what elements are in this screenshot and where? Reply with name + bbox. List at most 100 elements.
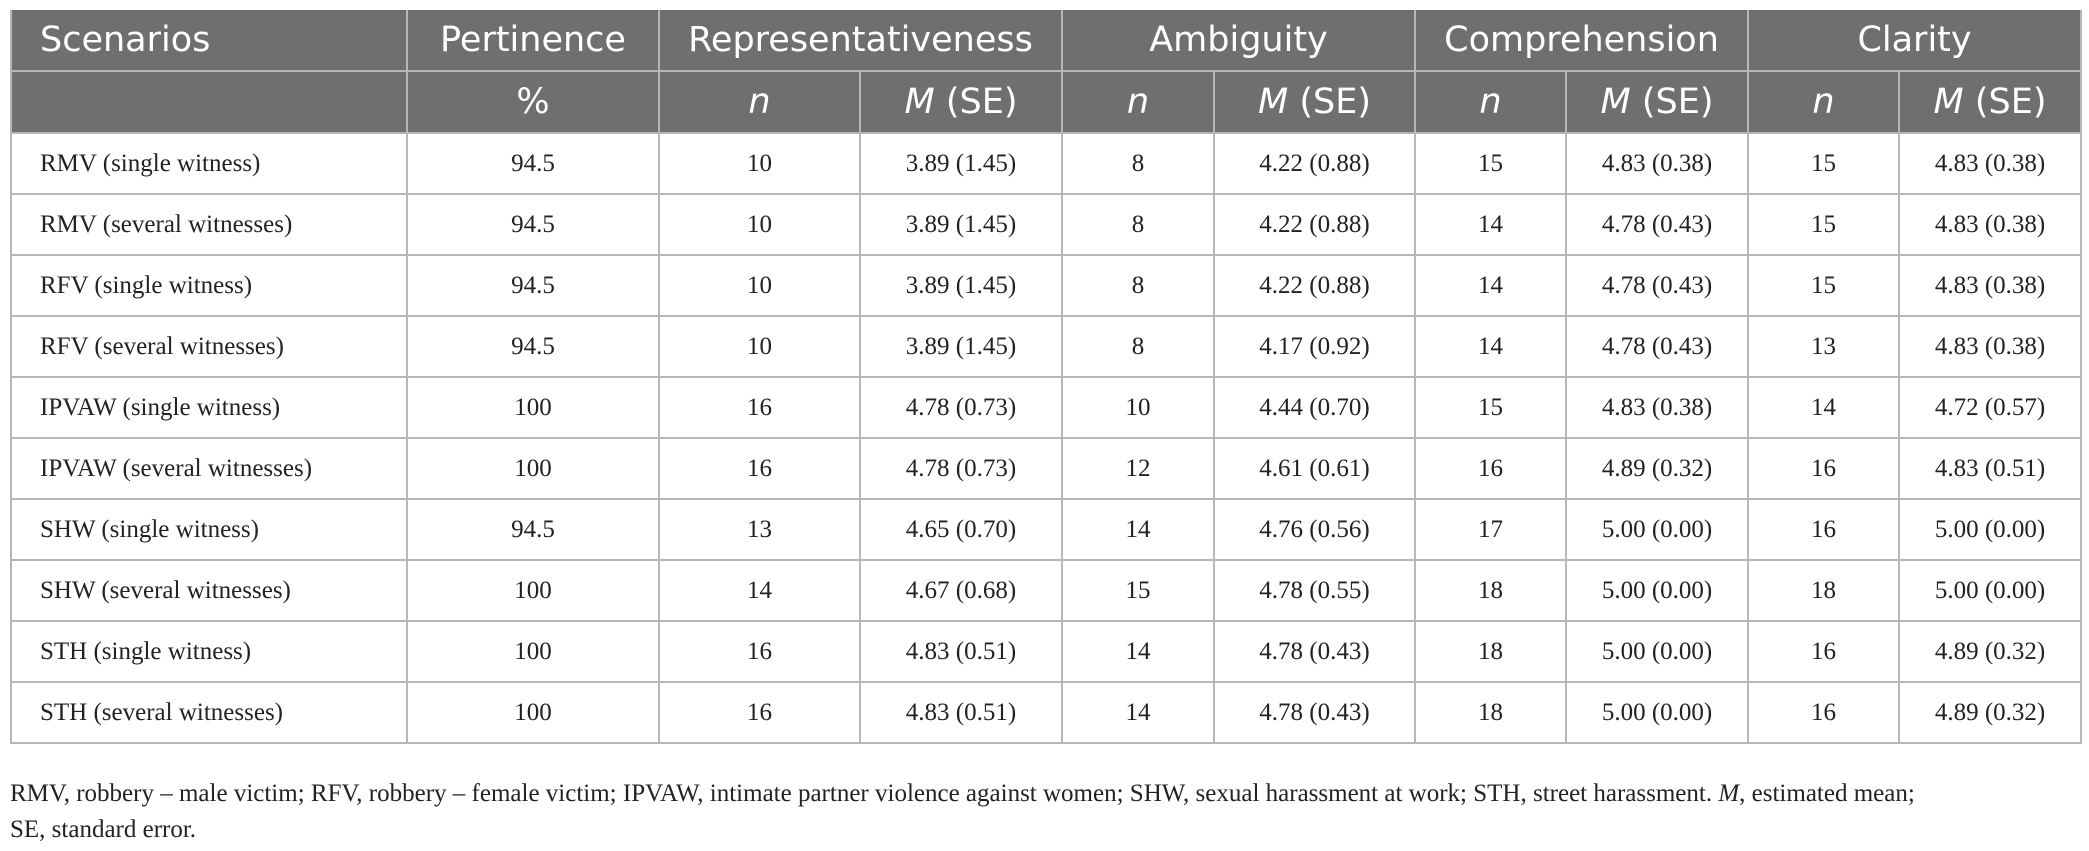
cell-pertinence: 100 (406, 620, 660, 683)
cell-representativeness-n: 16 (658, 620, 861, 683)
cell-pertinence: 94.5 (406, 254, 660, 317)
cell-clarity-mse: 4.83 (0.38) (1898, 132, 2083, 195)
cell-representativeness-mse: 3.89 (1.45) (859, 254, 1063, 317)
cell-ambiguity-mse: 4.17 (0.92) (1212, 315, 1417, 378)
cell-comprehension-n: 14 (1414, 315, 1568, 378)
cell-representativeness-n: 10 (658, 315, 861, 378)
cell-clarity-n: 16 (1747, 620, 1901, 683)
header-clarity: Clarity (1747, 10, 2083, 72)
cell-representativeness-n: 16 (658, 376, 861, 439)
subheader-mean-se: M (SE) (1898, 70, 2083, 134)
cell-pertinence: 94.5 (406, 315, 660, 378)
cell-ambiguity-mse: 4.44 (0.70) (1212, 376, 1417, 439)
cell-scenario: SHW (single witness) (10, 498, 408, 561)
header-row-sub: % n M (SE) n M (SE) n M (SE) n M (SE) (10, 70, 2083, 134)
cell-comprehension-n: 18 (1414, 559, 1568, 622)
cell-clarity-n: 15 (1747, 193, 1901, 256)
cell-ambiguity-mse: 4.61 (0.61) (1212, 437, 1417, 500)
cell-representativeness-n: 13 (658, 498, 861, 561)
cell-representativeness-mse: 4.65 (0.70) (859, 498, 1063, 561)
cell-ambiguity-mse: 4.22 (0.88) (1212, 132, 1417, 195)
subheader-mean-se: M (SE) (1565, 70, 1750, 134)
cell-comprehension-mse: 4.78 (0.43) (1565, 254, 1750, 317)
cell-clarity-mse: 5.00 (0.00) (1898, 498, 2083, 561)
table-row: RFV (single witness) 94.5 10 3.89 (1.45)… (10, 254, 2083, 317)
cell-clarity-n: 15 (1747, 254, 1901, 317)
cell-representativeness-n: 16 (658, 437, 861, 500)
header-pertinence: Pertinence (406, 10, 660, 72)
subheader-m-label: M (1933, 82, 1964, 122)
cell-representativeness-mse: 4.67 (0.68) (859, 559, 1063, 622)
cell-clarity-mse: 4.83 (0.51) (1898, 437, 2083, 500)
subheader-m-label: M (904, 82, 935, 122)
subheader-n-label: n (1126, 82, 1150, 122)
subheader-empty (10, 70, 408, 134)
cell-clarity-mse: 5.00 (0.00) (1898, 559, 2083, 622)
cell-ambiguity-mse: 4.78 (0.43) (1212, 620, 1417, 683)
cell-representativeness-n: 10 (658, 193, 861, 256)
subheader-se-label: (SE) (1630, 82, 1714, 122)
cell-clarity-mse: 4.83 (0.38) (1898, 254, 2083, 317)
cell-comprehension-n: 17 (1414, 498, 1568, 561)
table-row: IPVAW (several witnesses) 100 16 4.78 (0… (10, 437, 2083, 500)
table-row: SHW (several witnesses) 100 14 4.67 (0.6… (10, 559, 2083, 622)
cell-ambiguity-n: 10 (1061, 376, 1215, 439)
header-row-groups: Scenarios Pertinence Representativeness … (10, 10, 2083, 72)
cell-ambiguity-n: 14 (1061, 620, 1215, 683)
subheader-n-label: n (748, 82, 771, 122)
cell-representativeness-mse: 4.83 (0.51) (859, 620, 1063, 683)
cell-pertinence: 100 (406, 681, 660, 744)
cell-clarity-n: 18 (1747, 559, 1901, 622)
cell-comprehension-mse: 5.00 (0.00) (1565, 681, 1750, 744)
cell-clarity-n: 16 (1747, 498, 1901, 561)
subheader-percent: % (406, 70, 660, 134)
cell-ambiguity-n: 14 (1061, 681, 1215, 744)
cell-scenario: IPVAW (single witness) (10, 376, 408, 439)
subheader-mean-se: M (SE) (859, 70, 1063, 134)
results-table: Scenarios Pertinence Representativeness … (10, 10, 2083, 744)
subheader-n-label: n (1479, 82, 1502, 122)
cell-ambiguity-mse: 4.22 (0.88) (1212, 193, 1417, 256)
cell-representativeness-mse: 3.89 (1.45) (859, 132, 1063, 195)
cell-comprehension-n: 18 (1414, 620, 1568, 683)
subheader-m-label: M (1258, 82, 1289, 122)
header-comprehension: Comprehension (1414, 10, 1750, 72)
cell-pertinence: 100 (406, 437, 660, 500)
cell-comprehension-mse: 4.78 (0.43) (1565, 315, 1750, 378)
header-ambiguity: Ambiguity (1060, 10, 1417, 72)
cell-clarity-n: 16 (1747, 437, 1901, 500)
footnote-m-symbol: M (1718, 780, 1740, 807)
subheader-m-label: M (1600, 82, 1631, 122)
subheader-mean-se: M (SE) (1212, 70, 1417, 134)
cell-representativeness-mse: 4.83 (0.51) (859, 681, 1063, 744)
subheader-n-label: n (1812, 82, 1835, 122)
cell-ambiguity-n: 12 (1061, 437, 1215, 500)
cell-comprehension-n: 15 (1414, 376, 1568, 439)
cell-clarity-mse: 4.89 (0.32) (1898, 681, 2083, 744)
cell-comprehension-mse: 4.83 (0.38) (1565, 376, 1750, 439)
table-footnote: RMV, robbery – male victim; RFV, robbery… (10, 776, 2080, 848)
footnote-se-definition: SE, standard error. (10, 816, 197, 843)
cell-pertinence: 94.5 (406, 132, 660, 195)
cell-ambiguity-mse: 4.22 (0.88) (1212, 254, 1417, 317)
cell-scenario: STH (single witness) (10, 620, 408, 683)
cell-pertinence: 94.5 (406, 193, 660, 256)
table-row: IPVAW (single witness) 100 16 4.78 (0.73… (10, 376, 2083, 439)
cell-clarity-n: 15 (1747, 132, 1901, 195)
cell-representativeness-mse: 4.78 (0.73) (859, 437, 1063, 500)
cell-ambiguity-n: 8 (1061, 254, 1215, 317)
cell-ambiguity-n: 15 (1061, 559, 1215, 622)
results-table-container: Scenarios Pertinence Representativeness … (10, 10, 2083, 744)
cell-ambiguity-n: 8 (1061, 132, 1215, 195)
cell-ambiguity-mse: 4.78 (0.43) (1212, 681, 1417, 744)
cell-scenario: IPVAW (several witnesses) (10, 437, 408, 500)
cell-comprehension-mse: 5.00 (0.00) (1565, 559, 1750, 622)
cell-representativeness-mse: 4.78 (0.73) (859, 376, 1063, 439)
cell-comprehension-n: 14 (1414, 193, 1568, 256)
cell-scenario: RMV (several witnesses) (10, 193, 408, 256)
cell-ambiguity-mse: 4.76 (0.56) (1212, 498, 1417, 561)
cell-clarity-n: 14 (1747, 376, 1901, 439)
cell-comprehension-mse: 5.00 (0.00) (1565, 620, 1750, 683)
cell-pertinence: 94.5 (406, 498, 660, 561)
subheader-se-label: (SE) (934, 82, 1018, 122)
